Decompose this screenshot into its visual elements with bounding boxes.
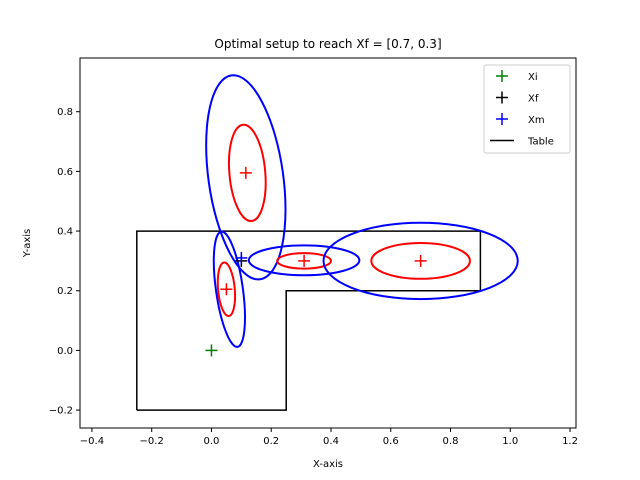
red-point-1 (239, 166, 252, 179)
y-tick-label-1: 0.0 (57, 346, 73, 357)
y-tick-label-4: 0.6 (57, 167, 73, 178)
uncertainty-ellipse-5 (247, 244, 361, 277)
x-tick-label-6: 0.8 (443, 436, 459, 447)
x-tick-label-4: 0.4 (323, 436, 339, 447)
legend-marker-xf (496, 91, 508, 104)
uncertainty-ellipse-0 (216, 261, 237, 318)
chart-title: Optimal setup to reach Xf = [0.7, 0.3] (214, 37, 441, 51)
table-outline (136, 230, 482, 411)
marker-xi (205, 344, 218, 357)
legend-box (483, 64, 571, 154)
x-axis-label: X-axis (313, 459, 343, 470)
legend-label-xf: Xf (528, 94, 539, 105)
x-tick-label-5: 0.6 (383, 436, 399, 447)
uncertainty-ellipse-4 (276, 252, 332, 270)
legend-marker-xm (496, 113, 508, 125)
x-tick-label-2: 0.0 (204, 436, 220, 447)
uncertainty-ellipse-2 (227, 123, 267, 223)
y-tick-label-3: 0.4 (57, 227, 73, 238)
legend-marker-xi (496, 70, 508, 82)
axes-frame (79, 57, 577, 429)
uncertainty-ellipse-3 (205, 74, 287, 281)
x-tick-label-1: −0.2 (140, 436, 164, 447)
y-axis-label: Y-axis (22, 229, 33, 259)
legend: Xi Xf Xm Table (483, 64, 571, 154)
y-tick-label-2: 0.2 (57, 286, 73, 297)
x-tick-label-3: 0.2 (263, 436, 279, 447)
red-point-2 (298, 254, 311, 267)
plot-area (136, 74, 519, 411)
axis-ticks: −0.4 −0.2 0.0 0.2 0.4 0.6 0.8 1.0 1.2 −0.2 0.0 0.2 0… (49, 107, 578, 447)
red-point-0 (220, 283, 233, 296)
y-tick-label-5: 0.8 (57, 107, 73, 118)
uncertainty-ellipse-7 (322, 221, 519, 301)
x-tick-label-8: 1.2 (562, 436, 578, 447)
x-tick-label-7: 1.0 (502, 436, 518, 447)
uncertainty-ellipse-6 (370, 242, 471, 280)
legend-label-table: Table (527, 137, 554, 148)
x-tick-label-0: −0.4 (80, 436, 104, 447)
legend-label-xi: Xi (528, 72, 538, 83)
marker-xm (235, 251, 248, 264)
red-point-3 (414, 254, 427, 267)
y-tick-label-0: −0.2 (49, 406, 73, 417)
legend-label-xm: Xm (528, 115, 545, 126)
